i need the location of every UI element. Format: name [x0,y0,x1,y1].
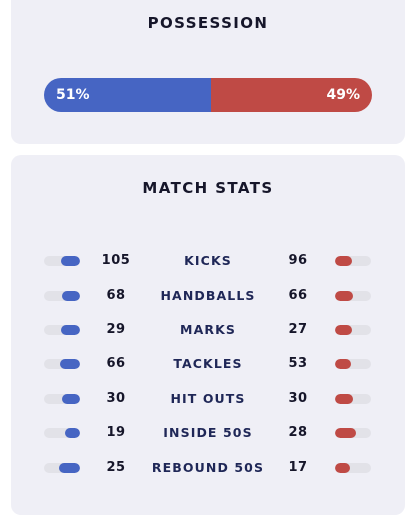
stat-label: HANDBALLS [160,288,256,303]
stat-row-kicks: 105 KICKS 96 [11,251,405,271]
home-stat-bar-fill [58,463,80,473]
home-stat-value: 68 [106,288,126,303]
home-stat-bar [44,256,80,266]
possession-home-segment: 51% [44,78,212,112]
home-stat-value: 30 [106,391,126,406]
home-stat-bar-fill [61,291,80,301]
stat-label: INSIDE 50S [163,425,253,440]
home-stat-value: 105 [101,253,131,268]
stat-row-rebound-50s: 25 REBOUND 50S 17 [11,458,405,478]
stat-row-hit-outs: 30 HIT OUTS 30 [11,389,405,409]
match-stats-card: MATCH STATS 105 KICKS 96 68 HANDBALLS 66… [11,155,405,515]
home-stat-value: 29 [106,322,126,337]
possession-title: POSSESSION [147,14,269,32]
home-stat-bar [44,291,80,301]
away-stat-value: 53 [288,356,308,371]
match-stats-title: MATCH STATS [142,179,274,197]
away-stat-bar-fill [335,394,353,404]
away-stat-bar [335,359,371,369]
possession-card: POSSESSION 51% 49% [11,0,405,144]
home-stat-bar-fill [65,428,80,438]
away-stat-bar [335,256,371,266]
home-stat-bar-fill [61,256,80,266]
home-stat-bar [44,359,80,369]
away-stat-bar [335,325,371,335]
home-stat-bar [44,394,80,404]
possession-away-segment: 49% [211,78,372,112]
away-stat-bar [335,428,371,438]
stat-row-tackles: 66 TACKLES 53 [11,354,405,374]
home-stat-value: 25 [106,460,126,475]
away-stat-bar [335,291,371,301]
stat-label: KICKS [184,253,232,268]
stat-row-handballs: 68 HANDBALLS 66 [11,286,405,306]
stat-row-marks: 29 MARKS 27 [11,320,405,340]
home-stat-bar-fill [62,394,80,404]
home-stat-value: 66 [106,356,126,371]
home-stat-bar [44,428,80,438]
away-stat-value: 96 [288,253,308,268]
stat-row-inside-50s: 19 INSIDE 50S 28 [11,423,405,443]
away-stat-value: 66 [288,288,308,303]
away-stat-bar [335,463,371,473]
away-stat-bar [335,394,371,404]
away-stat-bar-fill [335,325,353,335]
possession-bar: 51% 49% [44,78,372,112]
home-stat-bar-fill [61,325,80,335]
stat-label: MARKS [180,322,236,337]
away-stat-value: 30 [288,391,308,406]
away-stat-value: 27 [288,322,308,337]
home-stat-bar [44,463,80,473]
away-stat-bar-fill [335,463,350,473]
away-stat-bar-fill [335,256,353,266]
away-stat-bar-fill [335,428,357,438]
stat-label: HIT OUTS [170,391,246,406]
home-stat-value: 19 [106,425,126,440]
away-stat-bar-fill [335,359,352,369]
home-stat-bar-fill [60,359,80,369]
stat-label: TACKLES [173,356,243,371]
home-stat-bar [44,325,80,335]
stat-label: REBOUND 50S [151,460,265,475]
away-stat-bar-fill [335,291,353,301]
possession-home-label: 51% [56,87,90,103]
away-stat-value: 17 [288,460,308,475]
away-stat-value: 28 [288,425,308,440]
possession-away-label: 49% [326,87,360,103]
